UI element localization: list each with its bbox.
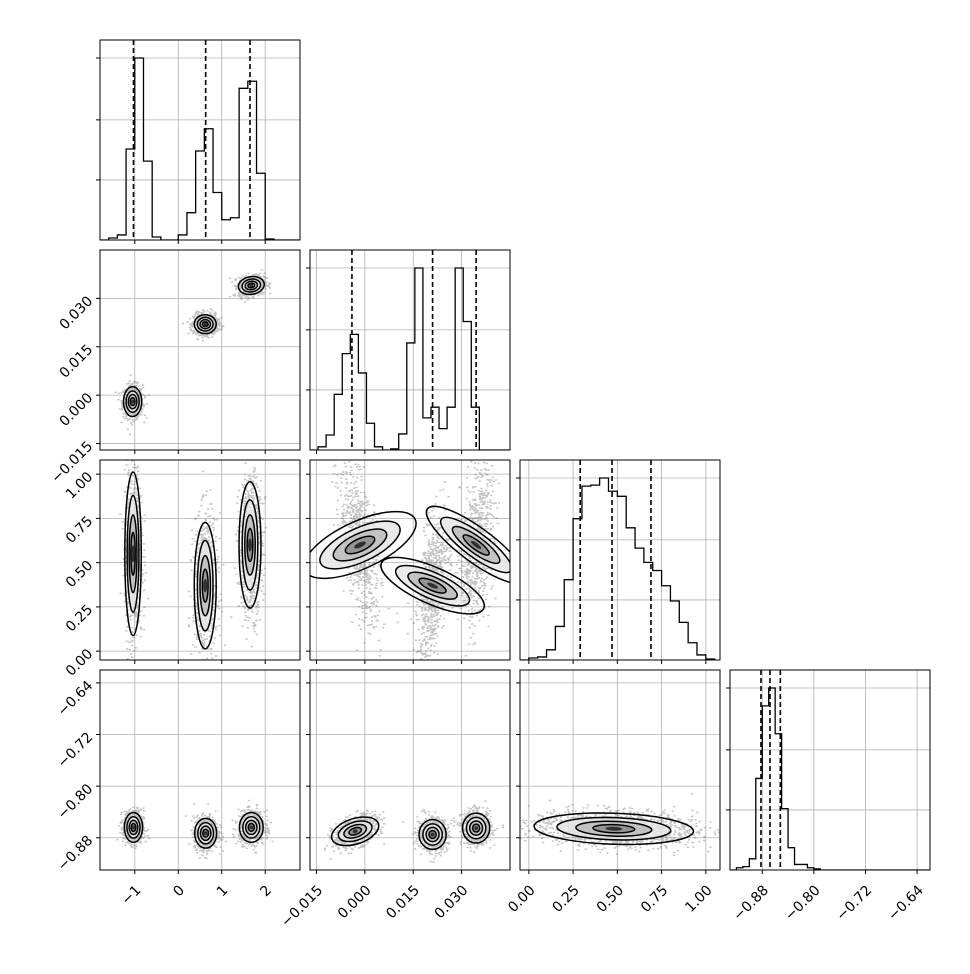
- x-tick-label: 1: [214, 882, 232, 900]
- contour-level: [352, 829, 358, 834]
- scatter-panel-2-0: [99, 459, 301, 661]
- x-tick-label: 0.030: [432, 882, 472, 922]
- contour-level: [193, 313, 217, 335]
- contour-level: [249, 283, 254, 288]
- scatter-content: [114, 269, 272, 436]
- scatter-content: [116, 799, 274, 860]
- contour-level: [605, 826, 623, 831]
- panel-frame: [99, 249, 301, 451]
- x-tick-label: −0.72: [834, 882, 876, 924]
- contour-level: [425, 505, 510, 585]
- x-tick-label: 2: [257, 882, 275, 900]
- contour-level: [124, 471, 143, 637]
- x-tick-label: 0.00: [505, 882, 538, 915]
- scatter-panel-2-1: [309, 459, 511, 661]
- y-tick-label: 0.000: [57, 390, 97, 430]
- panel-frame: [729, 669, 931, 871]
- contour-level: [354, 541, 366, 549]
- x-tick-label: 0.000: [335, 882, 375, 922]
- contour-level: [238, 811, 264, 844]
- contour-level: [193, 521, 217, 650]
- y-tick-label: 0.015: [57, 342, 97, 382]
- contour-level: [122, 385, 143, 418]
- panel-frame: [99, 669, 301, 871]
- contour-level: [430, 832, 435, 837]
- contour-level: [203, 831, 208, 836]
- scatter-panel-1-0: [99, 249, 301, 451]
- panel-frame: [309, 669, 511, 871]
- histogram-step: [310, 267, 510, 450]
- contour-level: [427, 582, 438, 589]
- y-tick-label: −0.88: [55, 833, 97, 875]
- contour-level: [249, 825, 254, 830]
- contour-level: [418, 818, 447, 851]
- x-tick-label: −0.88: [730, 882, 772, 924]
- y-tick-label: 0.00: [63, 646, 96, 679]
- histogram-step: [730, 687, 930, 870]
- contour-level: [474, 826, 479, 831]
- x-tick-label: 0: [170, 882, 188, 900]
- contour-level: [248, 538, 252, 552]
- contour-level: [123, 811, 144, 844]
- contour-level: [380, 556, 485, 615]
- x-tick-label: 0.50: [594, 882, 627, 915]
- panel-frame: [519, 669, 721, 871]
- x-tick-label: 0.25: [549, 882, 582, 915]
- y-tick-label: −0.72: [55, 729, 97, 771]
- x-tick-label: 0.015: [383, 882, 423, 922]
- contour-level: [130, 399, 135, 404]
- panel-frame: [99, 459, 301, 661]
- panel-frame: [99, 39, 301, 241]
- scatter-panel-3-1: [309, 669, 511, 871]
- panel-frame: [309, 459, 511, 661]
- contour-level: [533, 812, 695, 846]
- contour-level: [203, 322, 208, 327]
- y-tick-label: 0.25: [63, 602, 96, 635]
- x-tick-label: −0.64: [885, 882, 927, 924]
- y-tick-label: −0.64: [55, 678, 97, 720]
- x-tick-label: −1: [119, 882, 145, 908]
- panel-frame: [309, 249, 511, 451]
- contour-level: [131, 545, 136, 563]
- contour-level: [330, 816, 380, 847]
- scatter-content: [310, 460, 510, 660]
- x-tick-label: 0.75: [638, 882, 671, 915]
- y-tick-label: 0.030: [57, 293, 97, 333]
- panel-frame: [519, 459, 721, 661]
- contour-level: [310, 510, 417, 580]
- histogram-step: [100, 57, 300, 240]
- x-tick-label: 1.00: [682, 882, 715, 915]
- contour-level: [238, 481, 262, 609]
- x-tick-label: −0.80: [782, 882, 824, 924]
- scatter-content: [119, 460, 267, 660]
- contour-level: [203, 579, 208, 593]
- histogram-panel-1: [96, 39, 301, 241]
- scatter-panel-3-2: [519, 669, 721, 871]
- histogram-step: [520, 477, 716, 660]
- scatter-content: [323, 800, 505, 863]
- histogram-panel-4: [726, 669, 931, 871]
- contour-level: [470, 540, 482, 550]
- scatter-panel-3-0: [99, 669, 301, 871]
- x-tick-label: −0.015: [278, 882, 326, 930]
- contour-level: [131, 825, 136, 830]
- scatter-content: [520, 792, 720, 857]
- contour-level: [237, 275, 265, 296]
- y-tick-label: 0.50: [63, 558, 96, 591]
- contour-level: [461, 812, 491, 844]
- y-tick-label: −0.80: [55, 781, 97, 823]
- contour-level: [193, 817, 218, 849]
- histogram-panel-2: [306, 249, 511, 451]
- histogram-panel-3: [516, 459, 721, 661]
- y-tick-label: 0.75: [63, 513, 96, 546]
